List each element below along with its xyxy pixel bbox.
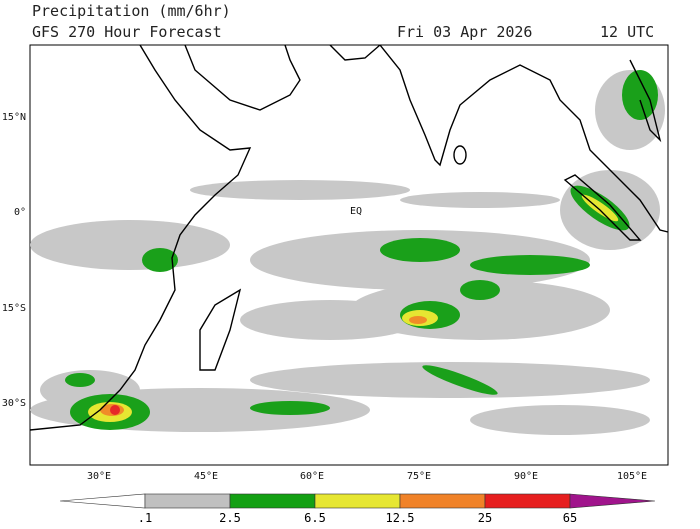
title: Precipitation (mm/6hr) — [32, 2, 231, 20]
lon-label: 105°E — [617, 471, 647, 482]
date: Fri 03 Apr 2026 — [397, 23, 532, 41]
lon-label: 75°E — [407, 471, 431, 482]
lat-label: 30°S — [2, 398, 26, 409]
lat-label: 15°N — [2, 112, 26, 123]
colorbar-label: 12.5 — [386, 511, 415, 525]
colorbar-label: 6.5 — [304, 511, 326, 525]
precipitation — [30, 70, 665, 435]
lon-label: 90°E — [514, 471, 538, 482]
lon-label: 45°E — [194, 471, 218, 482]
colorbar-label: 65 — [563, 511, 577, 525]
colorbar-label: 25 — [478, 511, 492, 525]
lat-label: 0° — [14, 207, 26, 218]
lon-label: 60°E — [300, 471, 324, 482]
coastlines — [29, 44, 669, 431]
time: 12 UTC — [600, 23, 654, 41]
lon-label: 30°E — [87, 471, 111, 482]
lat-label: 15°S — [2, 303, 26, 314]
colorbar — [59, 493, 656, 509]
equator-label: EQ — [350, 206, 362, 217]
colorbar-label: 2.5 — [219, 511, 241, 525]
map: EQ 15°N 0° 15°S 30°S 30°E 45°E 60°E 75°E… — [2, 44, 669, 482]
colorbar-label: .1 — [138, 511, 152, 525]
subtitle: GFS 270 Hour Forecast — [32, 23, 222, 41]
